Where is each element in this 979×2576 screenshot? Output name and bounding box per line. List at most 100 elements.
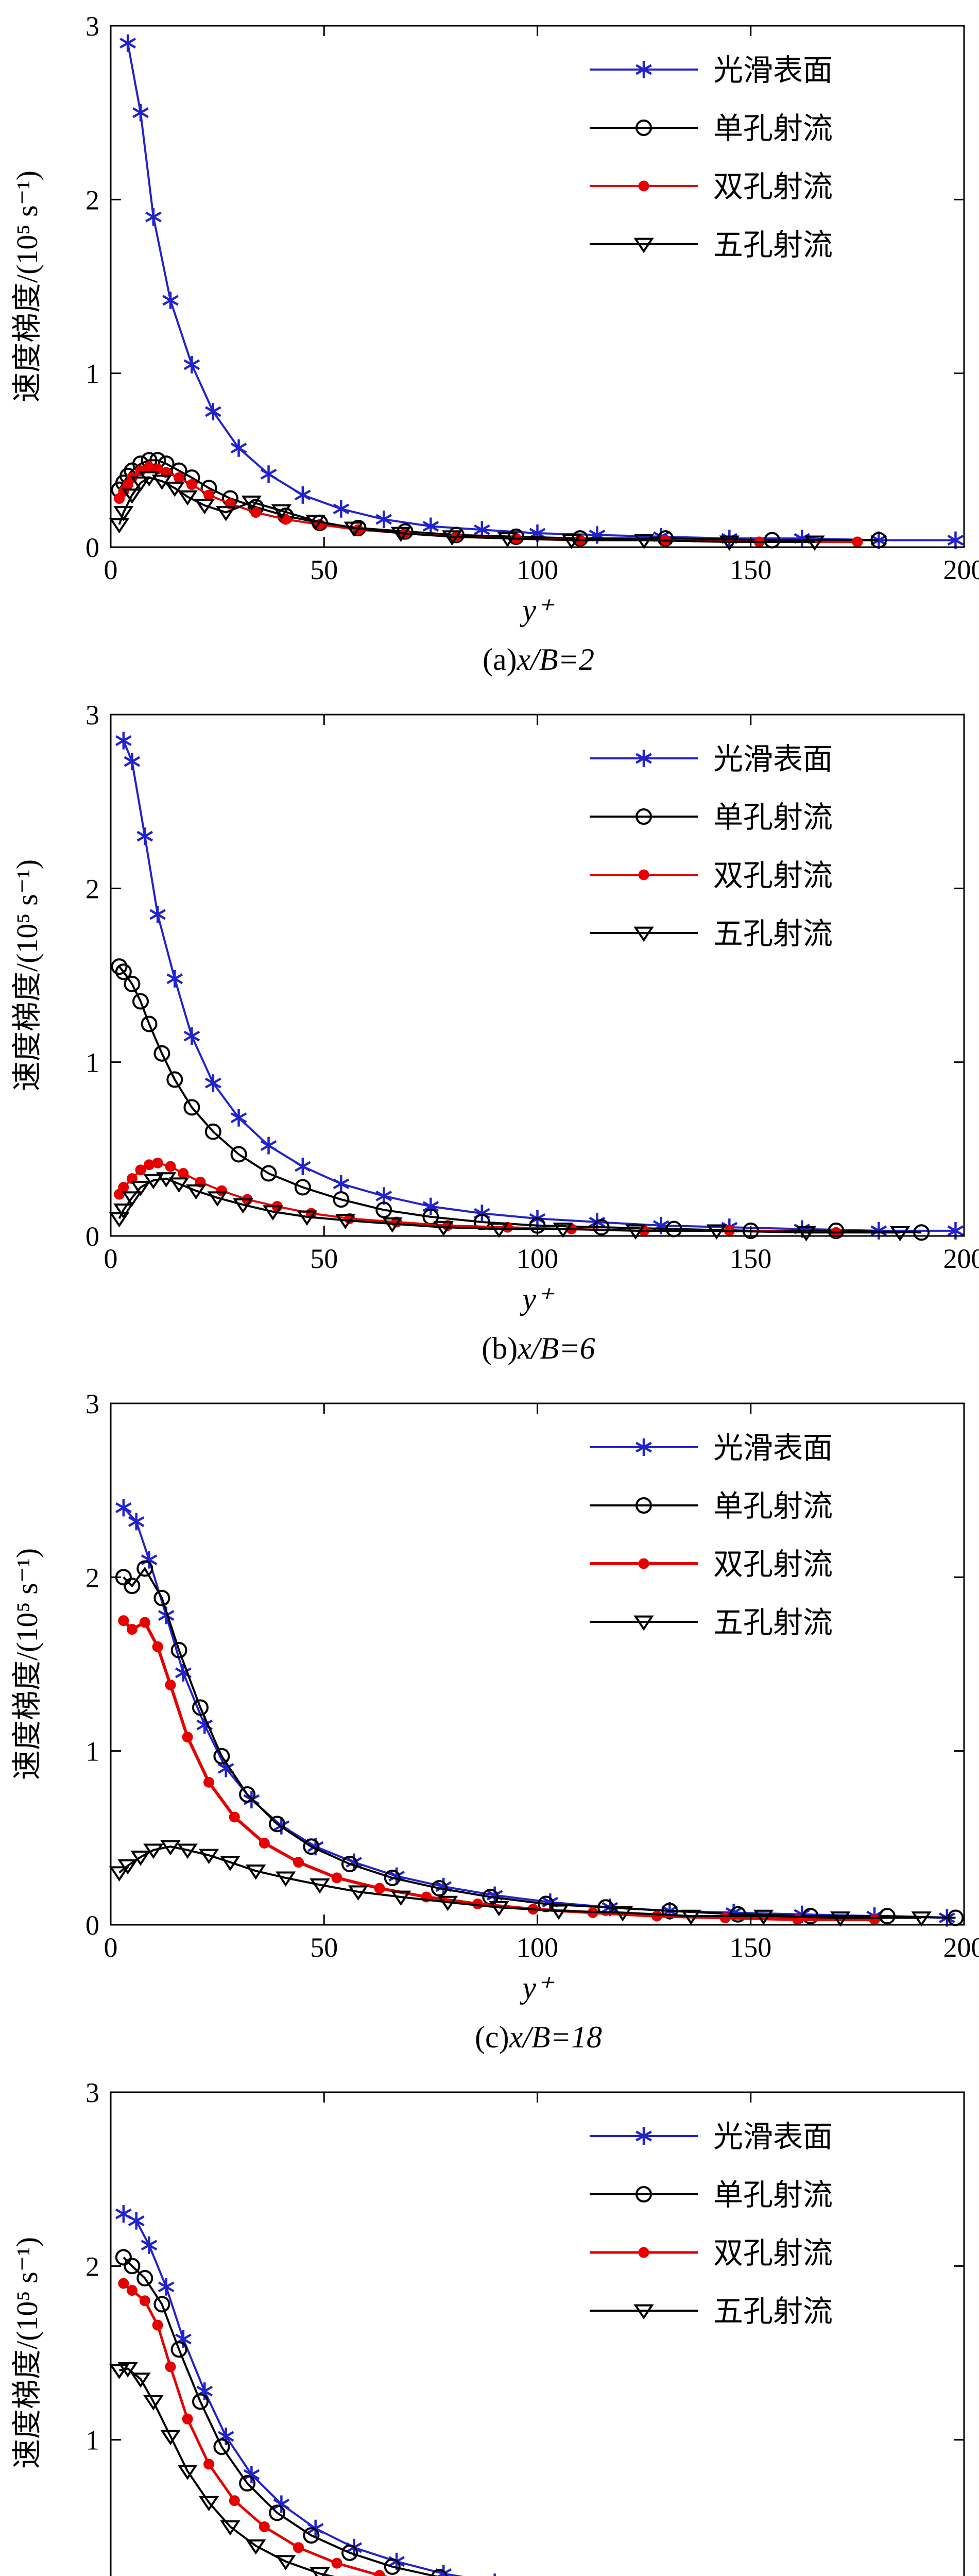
open-triangle-down-marker	[164, 481, 185, 497]
series-group	[109, 34, 964, 551]
series-smooth-surface	[115, 732, 964, 1240]
asterisk-marker	[422, 521, 439, 532]
y-tick-label: 1	[85, 1736, 99, 1767]
open-triangle-down-marker	[633, 238, 654, 253]
open-triangle-down-marker	[113, 1204, 134, 1219]
open-triangle-down-marker	[305, 515, 326, 530]
legend-label: 五孔射流	[713, 228, 833, 262]
filled-dot-marker	[259, 1837, 270, 1849]
open-circle-marker	[124, 975, 141, 992]
asterisk-marker	[375, 1190, 392, 1201]
plot-frame	[110, 25, 965, 548]
asterisk-marker	[204, 406, 221, 417]
open-triangle-down-marker	[437, 1895, 458, 1911]
y-axis-label: 速度梯度/(10⁵ s⁻¹)	[10, 171, 44, 402]
series-line	[122, 1619, 875, 1921]
subplot-b: 0 50 100 150 200 0 1 2 3 y⁺ 速度梯度/(10⁵ s⁻¹) 光滑表面 单孔射流…	[0, 689, 979, 1378]
open-circle-marker	[170, 1642, 187, 1659]
series-five-hole-jet	[109, 2362, 369, 2576]
x-tick-label: 200	[943, 1243, 979, 1274]
asterisk-marker	[435, 1881, 452, 1892]
legend-item-single-hole-jet: 单孔射流	[590, 1489, 833, 1523]
open-circle-marker	[661, 1903, 678, 1920]
asterisk-marker	[128, 1516, 145, 1527]
open-triangle-down-marker	[489, 1901, 509, 1917]
open-triangle-down-marker	[442, 530, 462, 546]
y-tick-label: 0	[85, 532, 99, 563]
open-triangle-down-marker	[130, 1181, 151, 1196]
filled-dot-marker	[118, 1182, 129, 1193]
plot: 0 50 100 150 200 0 1 2 3 y⁺ 速度梯度/(10⁵ s⁻¹) 光滑表面单孔射流…	[10, 700, 979, 1316]
x-tick-label: 150	[730, 1243, 771, 1274]
filled-dot-marker	[203, 489, 215, 501]
asterisk-marker	[141, 1554, 158, 1566]
asterisk-marker	[260, 1140, 277, 1151]
legend-item-five-hole-jet: 五孔射流	[590, 2295, 833, 2328]
asterisk-marker	[166, 973, 183, 985]
asterisk-marker	[333, 1178, 350, 1190]
open-circle-marker	[260, 1165, 277, 1182]
series-five-hole-jet	[109, 471, 825, 551]
open-triangle-down-marker	[198, 1849, 219, 1865]
x-tick-label: 0	[104, 1243, 118, 1274]
open-triangle-down-marker	[139, 471, 160, 487]
series-line	[118, 1177, 900, 1234]
asterisk-marker	[243, 2469, 260, 2480]
open-circle-marker	[166, 1071, 183, 1088]
asterisk-marker	[947, 1225, 964, 1236]
filled-dot-marker	[719, 1912, 731, 1924]
open-circle-marker	[269, 2504, 286, 2521]
open-circle-marker	[303, 2527, 320, 2544]
x-tick-label: 0	[104, 554, 118, 585]
open-circle-marker	[183, 1099, 200, 1116]
filled-dot-marker	[374, 2570, 385, 2576]
open-triangle-down-marker	[348, 1885, 369, 1901]
asterisk-marker	[115, 2208, 132, 2219]
asterisk-marker	[162, 295, 179, 306]
open-circle-marker	[213, 1748, 230, 1765]
asterisk-marker	[388, 1871, 405, 1882]
chart-a-canvas: 0 50 100 150 200 0 1 2 3 y⁺ 速度梯度/(10⁵ s⁻¹) 光滑表面单孔射流…	[10, 11, 979, 627]
filled-dot-marker	[259, 2521, 270, 2532]
filled-dot-marker	[638, 180, 649, 192]
asterisk-marker	[149, 909, 166, 920]
asterisk-marker	[145, 211, 162, 223]
open-circle-marker	[136, 2269, 153, 2286]
open-triangle-down-marker	[215, 506, 236, 521]
open-triangle-down-marker	[633, 1615, 654, 1631]
caption-b-prefix: (b)	[482, 1331, 518, 1365]
legend-item-smooth-surface: 光滑表面	[590, 2120, 833, 2154]
open-triangle-down-marker	[160, 1840, 181, 1856]
open-circle-marker	[879, 1908, 896, 1925]
caption-c-prefix: (c)	[474, 2020, 509, 2054]
y-axis-label: 速度梯度/(10⁵ s⁻¹)	[10, 1548, 44, 1780]
legend-label: 光滑表面	[713, 2120, 833, 2154]
open-triangle-down-marker	[245, 2539, 266, 2555]
legend-label: 双孔射流	[713, 1548, 833, 1581]
chart-c-canvas: 0 50 100 150 200 0 1 2 3 y⁺ 速度梯度/(10⁵ s⁻¹) 光滑表面单孔射流…	[10, 1388, 979, 2005]
open-circle-marker	[192, 1699, 209, 1716]
filled-dot-marker	[250, 507, 262, 518]
series-five-hole-jet	[109, 1840, 932, 1927]
open-circle-marker	[572, 530, 589, 547]
asterisk-marker	[141, 2240, 158, 2251]
open-triangle-down-marker	[633, 2304, 654, 2320]
open-circle-marker	[136, 1560, 153, 1577]
asterisk-marker	[375, 514, 392, 525]
x-tick-label: 200	[943, 554, 979, 585]
open-triangle-down-marker	[561, 534, 582, 549]
legend-label: 双孔射流	[713, 170, 833, 204]
y-axis-label: 速度梯度/(10⁵ s⁻¹)	[10, 859, 44, 1091]
y-tick-label: 3	[85, 700, 99, 731]
open-circle-marker	[341, 1855, 358, 1872]
open-triangle-down-marker	[177, 1843, 198, 1859]
series-line	[118, 965, 922, 1234]
legend-item-single-hole-jet: 单孔射流	[590, 112, 833, 145]
open-circle-marker	[636, 808, 652, 825]
open-circle-marker	[448, 527, 465, 544]
filled-dot-marker	[182, 1732, 193, 1743]
legend-label: 单孔射流	[713, 2178, 833, 2212]
series-single-hole-jet	[115, 2249, 448, 2576]
